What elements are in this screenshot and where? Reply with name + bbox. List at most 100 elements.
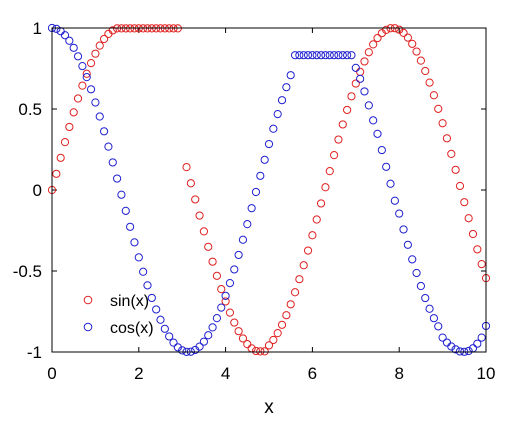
y-tick-label: -0.5 <box>13 262 42 281</box>
data-point <box>421 66 430 76</box>
data-point <box>468 229 478 239</box>
data-point <box>238 334 248 343</box>
data-point <box>78 81 87 90</box>
data-point <box>217 303 226 312</box>
data-point <box>208 323 217 332</box>
y-tick-label: -1 <box>27 343 42 362</box>
y-tick-label: 1 <box>33 19 42 38</box>
data-point <box>399 28 408 37</box>
data-point <box>343 51 352 60</box>
data-point <box>139 267 148 276</box>
data-point <box>451 345 460 354</box>
data-point <box>212 271 222 280</box>
data-point <box>251 187 261 197</box>
data-point <box>382 162 391 171</box>
x-tick-label: 6 <box>308 364 317 383</box>
data-point <box>82 69 91 78</box>
data-point <box>403 240 412 249</box>
data-point <box>182 163 191 172</box>
data-point <box>264 139 274 149</box>
data-point <box>412 268 421 278</box>
data-point <box>69 43 78 52</box>
data-point <box>412 47 421 56</box>
data-point <box>147 293 156 303</box>
data-point <box>73 52 83 61</box>
data-point <box>408 39 417 48</box>
data-point <box>78 62 87 71</box>
data-point <box>152 305 161 314</box>
data-point <box>447 342 456 351</box>
data-point <box>382 25 391 35</box>
data-point <box>243 220 252 229</box>
y-tick-label: 0 <box>33 181 42 200</box>
data-point <box>325 51 334 60</box>
x-tick-label: 2 <box>134 364 143 383</box>
data-point <box>429 314 439 323</box>
data-point <box>438 119 447 128</box>
data-point <box>199 337 208 346</box>
data-point <box>234 250 243 260</box>
data-point <box>169 338 178 347</box>
data-point <box>212 314 222 323</box>
data-point <box>299 51 308 60</box>
data-point <box>312 51 321 60</box>
data-point <box>99 127 109 136</box>
data-point <box>86 59 96 68</box>
data-point <box>290 288 300 297</box>
data-point <box>330 51 339 60</box>
data-point <box>477 333 486 342</box>
data-point <box>416 281 425 291</box>
data-point <box>230 265 239 274</box>
data-point <box>334 51 343 60</box>
data-point <box>473 245 482 254</box>
data-point <box>343 105 352 115</box>
data-point <box>416 56 425 65</box>
data-point <box>156 315 165 324</box>
legend: sin(x) cos(x) <box>83 293 154 337</box>
data-point <box>256 347 265 356</box>
data-point <box>134 253 143 262</box>
data-point <box>438 333 447 342</box>
data-point <box>386 179 395 188</box>
data-point <box>273 329 282 338</box>
data-point <box>338 120 347 129</box>
data-point <box>429 91 439 100</box>
data-point <box>143 281 152 290</box>
data-point <box>282 311 291 320</box>
data-point <box>408 255 417 264</box>
data-point <box>221 297 230 306</box>
data-point <box>208 257 217 266</box>
data-point <box>230 318 239 327</box>
data-point <box>282 83 291 92</box>
data-point <box>442 134 452 143</box>
data-point <box>199 227 208 236</box>
data-point <box>260 155 269 164</box>
data-point <box>290 51 300 60</box>
data-point <box>264 341 274 350</box>
data-point <box>360 87 369 96</box>
data-point <box>178 346 187 355</box>
data-point <box>195 211 204 220</box>
data-point <box>455 181 465 191</box>
data-point <box>295 275 304 284</box>
data-point <box>277 96 287 105</box>
data-point <box>347 92 356 101</box>
data-point <box>243 340 252 349</box>
x-tick-label: 10 <box>477 364 496 383</box>
data-point <box>299 261 308 270</box>
data-point <box>225 279 235 288</box>
data-point <box>195 342 204 351</box>
data-point <box>225 308 235 317</box>
data-point <box>425 304 434 313</box>
data-point <box>395 209 404 218</box>
data-point <box>360 57 369 66</box>
legend-marker <box>83 322 93 332</box>
data-point <box>364 101 373 110</box>
data-point <box>95 112 104 121</box>
data-point <box>464 346 473 356</box>
data-point <box>99 34 109 44</box>
data-point <box>455 347 465 356</box>
data-point <box>403 33 412 42</box>
data-point <box>338 51 347 60</box>
